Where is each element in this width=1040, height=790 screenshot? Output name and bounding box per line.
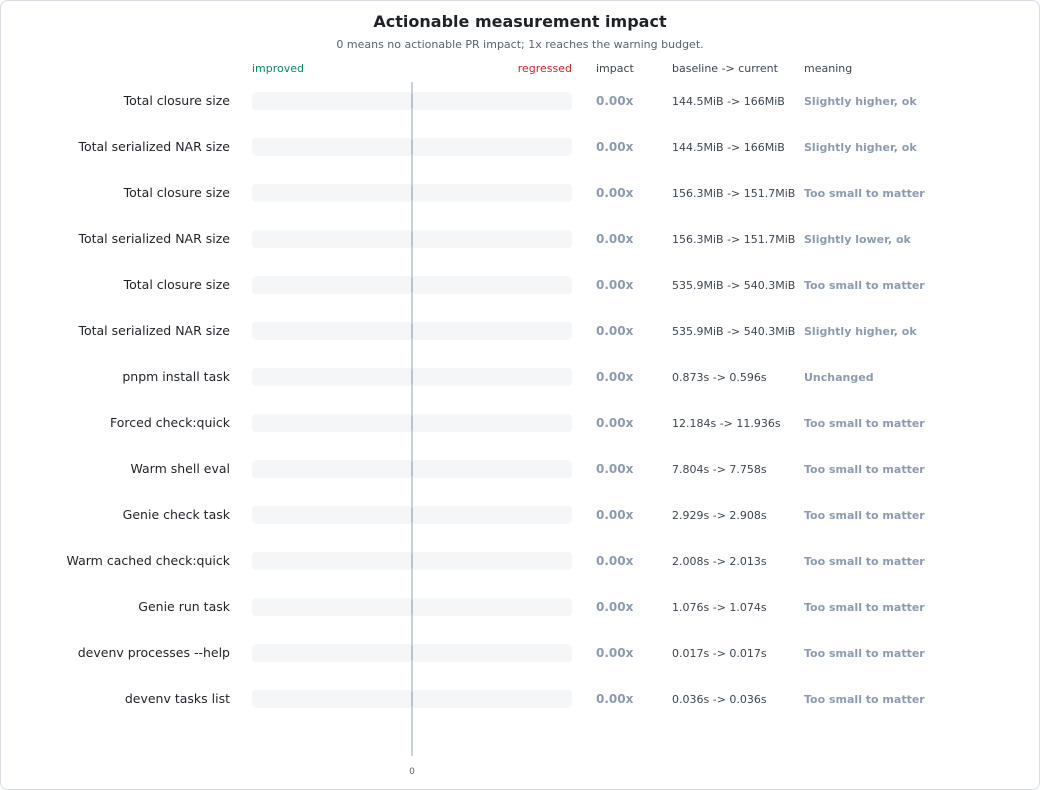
- chart-row: Total closure size 0.00x 144.5MiB -> 166Mi…: [123, 92, 917, 110]
- chart-row: Total serialized NAR size 0.00x 156.3MiB -…: [77, 230, 912, 248]
- meaning-label: Slightly higher, ok: [804, 325, 917, 338]
- meaning-label: Too small to matter: [804, 555, 925, 568]
- meaning-label: Slightly lower, ok: [804, 233, 912, 246]
- row-label: Total serialized NAR size: [77, 139, 230, 154]
- impact-value: 0.00x: [596, 278, 634, 292]
- chart-title: Actionable measurement impact: [373, 12, 667, 31]
- meaning-label: Too small to matter: [804, 279, 925, 292]
- baseline-current-value: 144.5MiB -> 166MiB: [672, 141, 785, 154]
- row-label: Warm shell eval: [130, 461, 230, 476]
- baseline-current-value: 2.929s -> 2.908s: [672, 509, 767, 522]
- baseline-current-value: 535.9MiB -> 540.3MiB: [672, 279, 795, 292]
- impact-value: 0.00x: [596, 554, 634, 568]
- meaning-label: Unchanged: [804, 371, 874, 384]
- row-label: Total serialized NAR size: [77, 231, 230, 246]
- meaning-label: Too small to matter: [804, 463, 925, 476]
- chart-row: Forced check:quick 0.00x 12.184s -> 11.936…: [110, 414, 925, 432]
- baseline-current-value: 7.804s -> 7.758s: [672, 463, 767, 476]
- impact-value: 0.00x: [596, 600, 634, 614]
- chart-row: Genie run task 0.00x 1.076s -> 1.074s Too s…: [138, 598, 925, 616]
- chart-row: Total closure size 0.00x 535.9MiB -> 540.3…: [123, 276, 925, 294]
- chart-row: devenv tasks list 0.00x 0.036s -> 0.036s To…: [125, 690, 925, 708]
- impact-value: 0.00x: [596, 140, 634, 154]
- baseline-current-value: 535.9MiB -> 540.3MiB: [672, 325, 795, 338]
- impact-value: 0.00x: [596, 508, 634, 522]
- row-label: devenv tasks list: [125, 691, 230, 706]
- meaning-label: Too small to matter: [804, 693, 925, 706]
- row-label: Total serialized NAR size: [77, 323, 230, 338]
- chart-row: pnpm install task 0.00x 0.873s -> 0.596s Un…: [122, 368, 874, 386]
- header-meaning: meaning: [804, 62, 852, 75]
- baseline-current-value: 0.017s -> 0.017s: [672, 647, 767, 660]
- row-label: Total closure size: [123, 185, 231, 200]
- impact-value: 0.00x: [596, 416, 634, 430]
- meaning-label: Slightly higher, ok: [804, 95, 917, 108]
- baseline-current-value: 12.184s -> 11.936s: [672, 417, 781, 430]
- baseline-current-value: 0.873s -> 0.596s: [672, 371, 767, 384]
- row-label: devenv processes --help: [78, 645, 230, 660]
- impact-value: 0.00x: [596, 324, 634, 338]
- baseline-current-value: 1.076s -> 1.074s: [672, 601, 767, 614]
- row-label: pnpm install task: [122, 369, 230, 384]
- baseline-current-value: 156.3MiB -> 151.7MiB: [672, 233, 795, 246]
- header-baseline-current: baseline -> current: [672, 62, 779, 75]
- meaning-label: Too small to matter: [804, 647, 925, 660]
- header-regressed: regressed: [518, 62, 572, 75]
- row-label: Genie check task: [123, 507, 231, 522]
- header-impact: impact: [596, 62, 635, 75]
- meaning-label: Too small to matter: [804, 417, 925, 430]
- baseline-current-value: 144.5MiB -> 166MiB: [672, 95, 785, 108]
- row-label: Genie run task: [138, 599, 230, 614]
- chart-row: Total closure size 0.00x 156.3MiB -> 151.7…: [123, 184, 925, 202]
- chart-subtitle: 0 means no actionable PR impact; 1x reac…: [336, 38, 704, 51]
- row-label: Total closure size: [123, 277, 231, 292]
- chart-row: Warm cached check:quick 0.00x 2.008s -> 2.…: [67, 552, 925, 570]
- baseline-current-value: 2.008s -> 2.013s: [672, 555, 767, 568]
- zero-tick-label: 0: [409, 767, 415, 777]
- impact-value: 0.00x: [596, 370, 634, 384]
- meaning-label: Too small to matter: [804, 187, 925, 200]
- baseline-current-value: 156.3MiB -> 151.7MiB: [672, 187, 795, 200]
- chart-row: Total serialized NAR size 0.00x 535.9MiB -…: [77, 322, 917, 340]
- meaning-label: Slightly higher, ok: [804, 141, 917, 154]
- meaning-label: Too small to matter: [804, 601, 925, 614]
- impact-value: 0.00x: [596, 692, 634, 706]
- baseline-current-value: 0.036s -> 0.036s: [672, 693, 767, 706]
- chart-row: Genie check task 0.00x 2.929s -> 2.908s Too…: [123, 506, 925, 524]
- meaning-label: Too small to matter: [804, 509, 925, 522]
- chart-row: Total serialized NAR size 0.00x 144.5MiB -…: [77, 138, 917, 156]
- chart-row: Warm shell eval 0.00x 7.804s -> 7.758s Too …: [130, 460, 925, 478]
- impact-value: 0.00x: [596, 94, 634, 108]
- impact-value: 0.00x: [596, 646, 634, 660]
- impact-value: 0.00x: [596, 462, 634, 476]
- impact-value: 0.00x: [596, 232, 634, 246]
- row-label: Warm cached check:quick: [67, 553, 231, 568]
- impact-value: 0.00x: [596, 186, 634, 200]
- header-improved: improved: [252, 62, 304, 75]
- chart-row: devenv processes --help 0.00x 0.017s -> 0.…: [78, 644, 925, 662]
- row-label: Forced check:quick: [110, 415, 231, 430]
- row-label: Total closure size: [123, 93, 231, 108]
